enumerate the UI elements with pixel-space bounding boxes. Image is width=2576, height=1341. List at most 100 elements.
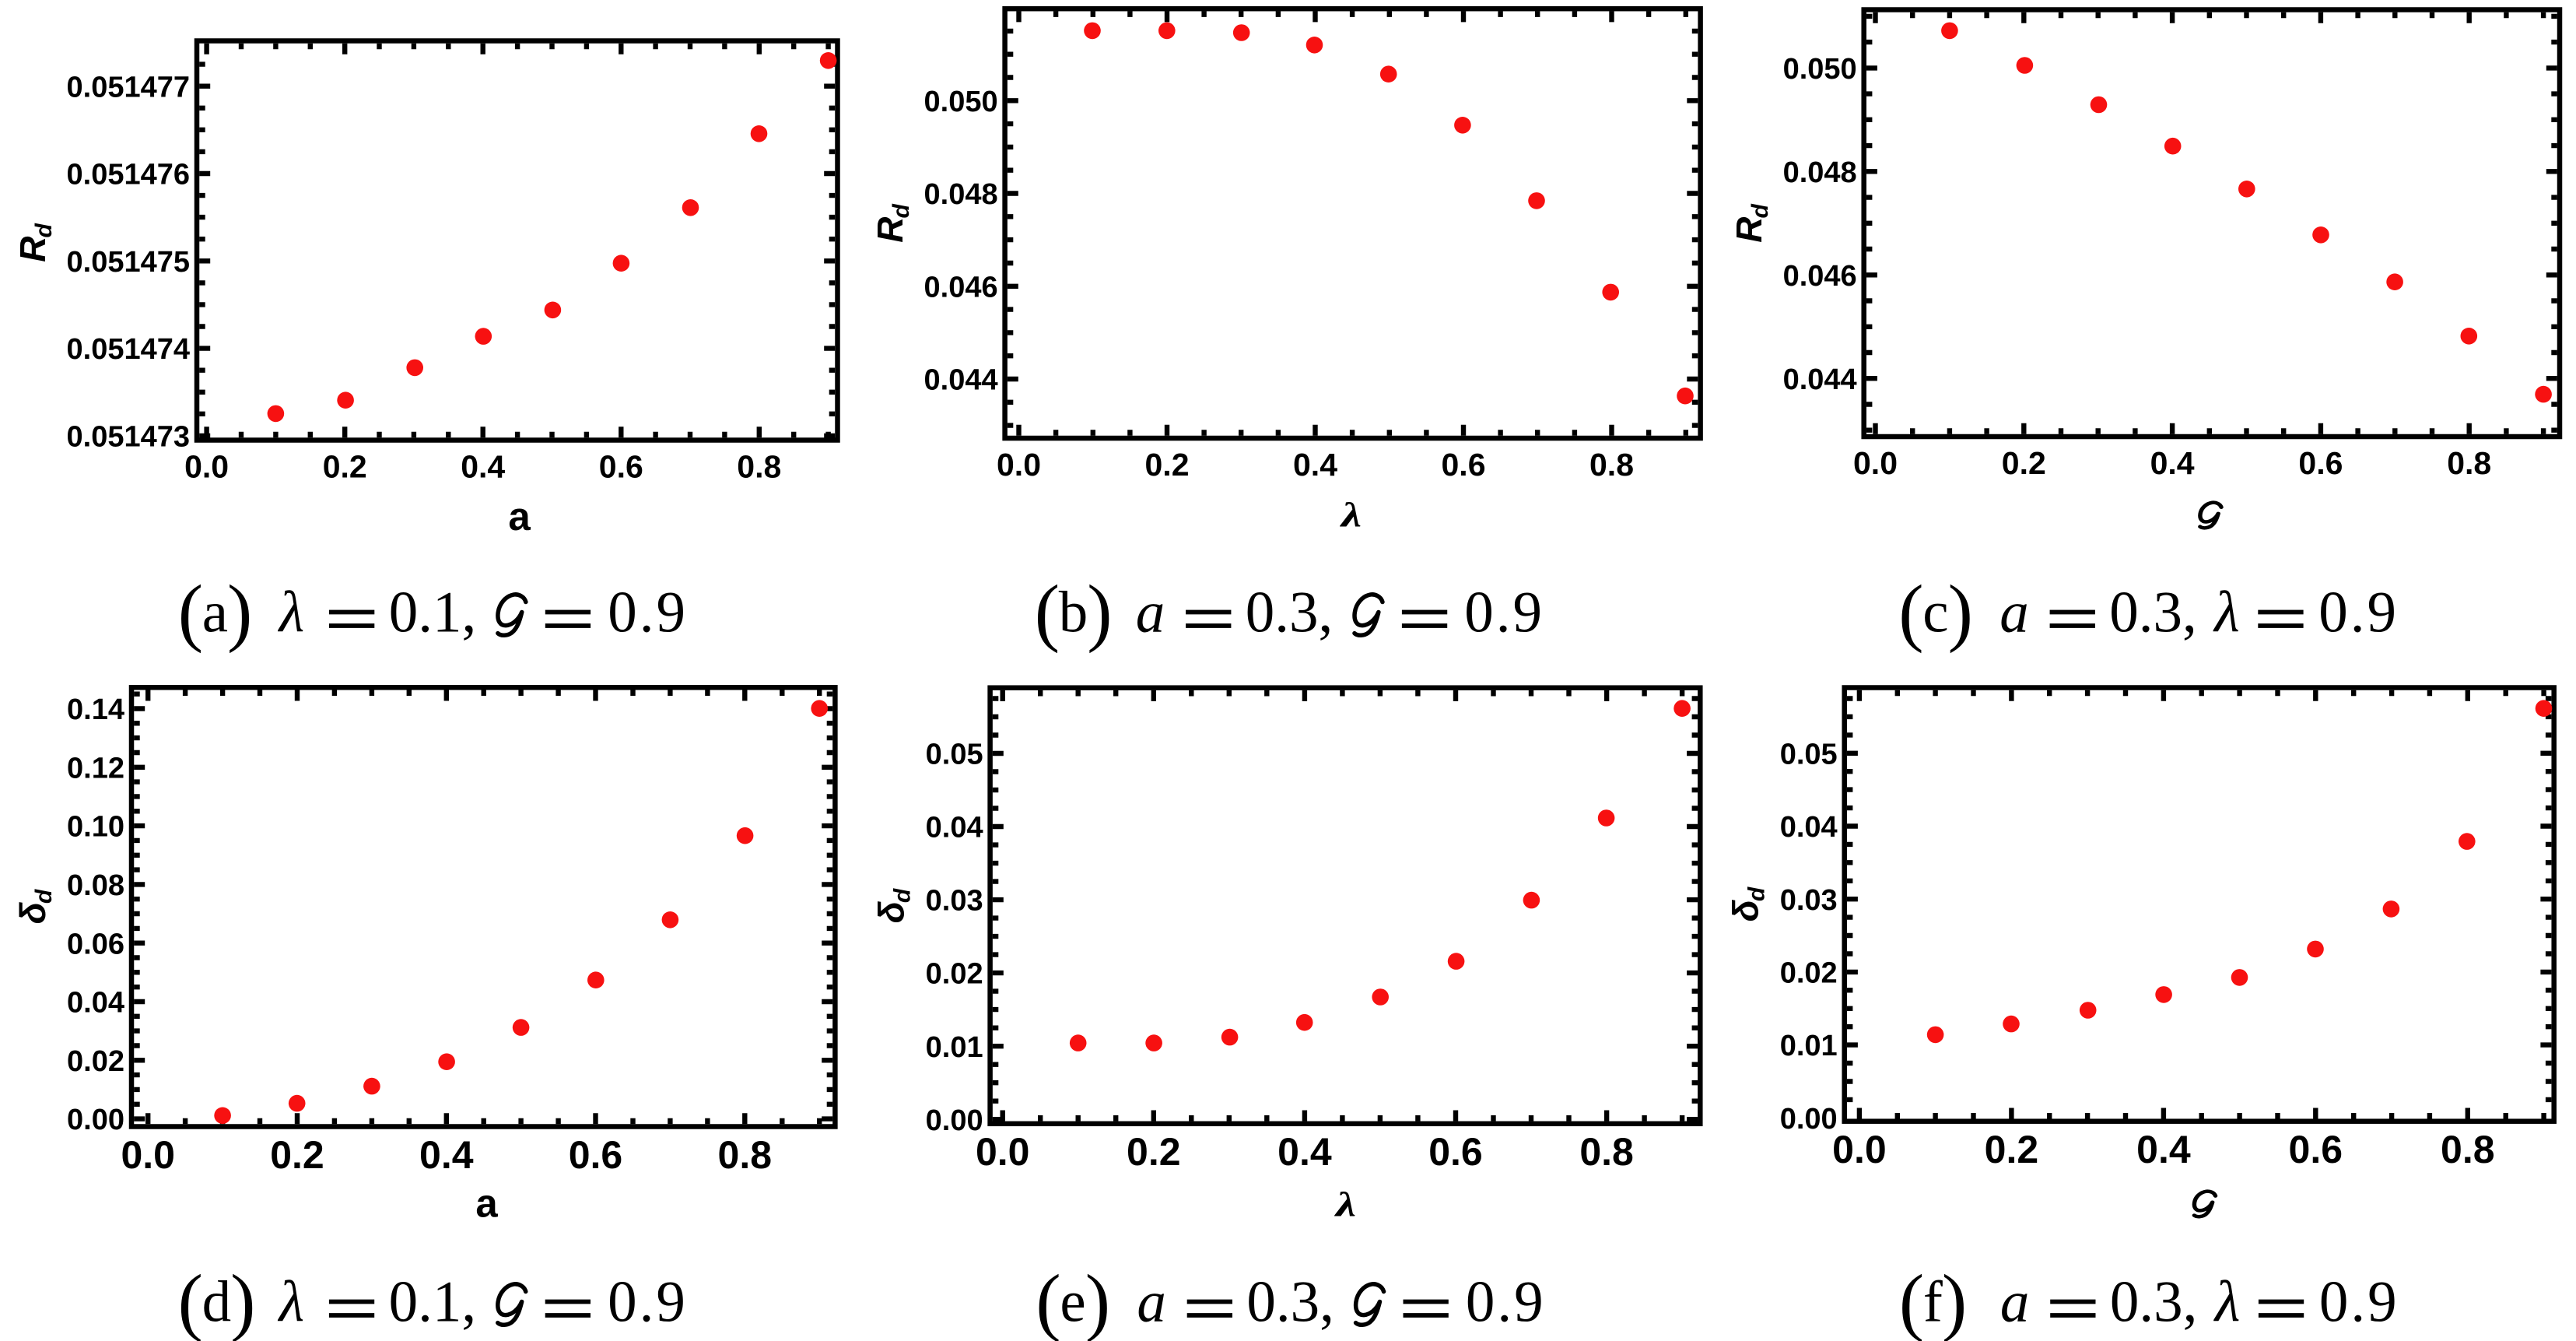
svg-text:0.051477: 0.051477	[67, 71, 191, 104]
svg-text:a: a	[1137, 1270, 1166, 1335]
svg-text:λ: λ	[278, 1270, 304, 1335]
svg-text:0.6: 0.6	[1428, 1130, 1483, 1174]
svg-text:0.2: 0.2	[1985, 1128, 2039, 1171]
svg-text:a: a	[202, 581, 228, 645]
svg-text:0.046: 0.046	[1783, 260, 1857, 293]
svg-text:0.4: 0.4	[461, 449, 505, 485]
svg-text:0.1,: 0.1,	[389, 581, 477, 645]
svg-text:0.8: 0.8	[1589, 447, 1634, 483]
svg-text:0.04: 0.04	[67, 987, 124, 1020]
svg-text:λ: λ	[2213, 581, 2239, 645]
svg-text:0.0: 0.0	[1832, 1128, 1887, 1171]
svg-text:0.051473: 0.051473	[67, 421, 191, 454]
svg-text:0.8: 0.8	[718, 1133, 773, 1177]
svg-text:0.051476: 0.051476	[67, 159, 191, 191]
svg-text:d: d	[202, 1270, 232, 1335]
svg-text:0.8: 0.8	[2441, 1128, 2495, 1171]
svg-text:): )	[1942, 1260, 1967, 1341]
svg-text:(: (	[1035, 570, 1060, 654]
svg-text:0.0: 0.0	[1853, 445, 1898, 481]
svg-text:f: f	[1923, 1270, 1943, 1335]
svg-text:0.9: 0.9	[2319, 1270, 2399, 1335]
svg-text:λ: λ	[1340, 496, 1362, 534]
svg-text:0.044: 0.044	[924, 364, 998, 397]
svg-text:0.04: 0.04	[1780, 811, 1838, 844]
svg-text:a: a	[1136, 581, 1165, 645]
svg-text:0.3,: 0.3,	[1246, 581, 1334, 645]
svg-text:λ: λ	[1334, 1185, 1356, 1223]
svg-text:(: (	[1036, 1260, 1060, 1341]
svg-text:0.0: 0.0	[184, 449, 229, 485]
svg-text:0.08: 0.08	[67, 869, 124, 902]
svg-text:0.05: 0.05	[926, 739, 983, 771]
svg-text:0.0: 0.0	[121, 1133, 175, 1177]
svg-text:b: b	[1059, 581, 1088, 645]
svg-text:0.0: 0.0	[976, 1130, 1030, 1174]
svg-text:0.03: 0.03	[1780, 884, 1838, 917]
svg-text:0.02: 0.02	[67, 1045, 124, 1078]
svg-text:0.8: 0.8	[2447, 445, 2491, 481]
svg-text:0.044: 0.044	[1783, 363, 1857, 396]
svg-text:0.14: 0.14	[67, 693, 124, 726]
svg-text:0.3,: 0.3,	[1246, 1270, 1334, 1335]
svg-text:(: (	[178, 1260, 203, 1341]
svg-text:): )	[227, 570, 252, 654]
svg-text:0.6: 0.6	[599, 449, 643, 485]
svg-text:0.6: 0.6	[2289, 1128, 2343, 1171]
svg-text:0.8: 0.8	[737, 449, 781, 485]
svg-text:0.00: 0.00	[1780, 1103, 1838, 1136]
svg-text:0.048: 0.048	[924, 178, 998, 211]
svg-text:0.9: 0.9	[1464, 581, 1544, 645]
svg-text:0.12: 0.12	[67, 752, 124, 785]
svg-text:0.4: 0.4	[1293, 447, 1337, 483]
svg-text:0.6: 0.6	[569, 1133, 623, 1177]
svg-text:0.04: 0.04	[926, 812, 983, 844]
svg-text:c: c	[1922, 581, 1948, 645]
svg-text:0.05: 0.05	[1780, 738, 1838, 771]
svg-text:0.050: 0.050	[1783, 53, 1857, 86]
svg-text:0.1,: 0.1,	[389, 1270, 476, 1335]
svg-text:): )	[1948, 570, 1973, 654]
svg-text:0.10: 0.10	[67, 811, 124, 844]
svg-text:): )	[1087, 570, 1112, 654]
svg-text:0.02: 0.02	[1780, 957, 1838, 990]
svg-text:0.2: 0.2	[1145, 447, 1190, 483]
svg-text:0.03: 0.03	[926, 885, 983, 918]
svg-text:a: a	[475, 1181, 498, 1226]
svg-text:0.00: 0.00	[67, 1104, 124, 1136]
svg-text:0.2: 0.2	[323, 449, 367, 485]
svg-text:0.9: 0.9	[2318, 581, 2399, 645]
svg-text:0.2: 0.2	[270, 1133, 324, 1177]
svg-text:0.046: 0.046	[924, 271, 998, 304]
svg-text:0.2: 0.2	[2002, 445, 2046, 481]
svg-text:0.2: 0.2	[1127, 1130, 1181, 1174]
svg-text:0.050: 0.050	[924, 86, 998, 118]
svg-text:(: (	[178, 570, 203, 654]
svg-text:0.01: 0.01	[1780, 1030, 1838, 1062]
svg-text:): )	[230, 1260, 255, 1341]
svg-text:0.8: 0.8	[1579, 1130, 1634, 1174]
svg-text:0.4: 0.4	[419, 1133, 474, 1177]
svg-text:(: (	[1899, 1260, 1924, 1341]
svg-text:0.048: 0.048	[1783, 156, 1857, 189]
svg-text:e: e	[1060, 1270, 1085, 1335]
svg-text:): )	[1085, 1260, 1110, 1341]
svg-text:0.4: 0.4	[2150, 445, 2195, 481]
svg-text:0.02: 0.02	[926, 958, 983, 991]
svg-text:0.6: 0.6	[2298, 445, 2343, 481]
svg-text:0.06: 0.06	[67, 928, 124, 960]
svg-text:0.9: 0.9	[608, 581, 688, 645]
svg-text:0.4: 0.4	[1277, 1130, 1332, 1174]
svg-text:a: a	[508, 494, 531, 539]
svg-text:(: (	[1898, 570, 1923, 654]
svg-text:0.051474: 0.051474	[67, 333, 191, 366]
svg-text:a: a	[2000, 1270, 2030, 1335]
svg-text:0.9: 0.9	[608, 1270, 688, 1335]
svg-text:0.9: 0.9	[1466, 1270, 1546, 1335]
svg-text:0.4: 0.4	[2136, 1128, 2191, 1171]
svg-text:0.6: 0.6	[1442, 447, 1486, 483]
svg-text:0.01: 0.01	[926, 1031, 983, 1064]
svg-text:0.3,: 0.3,	[2109, 581, 2197, 645]
svg-text:0.00: 0.00	[926, 1104, 983, 1137]
svg-text:0.051475: 0.051475	[67, 246, 191, 279]
